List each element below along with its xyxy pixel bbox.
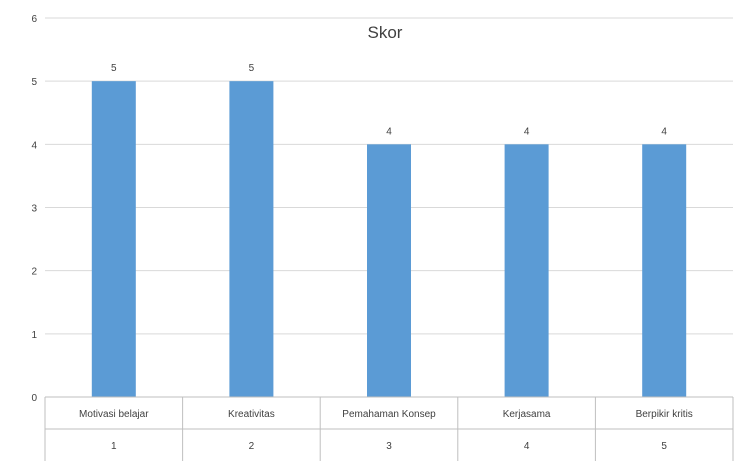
x-category-label: Kreativitas	[228, 409, 275, 420]
y-tick-label: 3	[31, 204, 37, 215]
y-tick-label: 5	[31, 77, 37, 88]
data-label: 4	[386, 126, 392, 137]
x-category-number: 4	[524, 441, 530, 452]
bars	[91, 81, 687, 398]
x-category-label: Pemahaman Konsep	[342, 409, 436, 420]
x-category-number: 2	[249, 441, 255, 452]
bar	[367, 144, 411, 397]
bar	[642, 144, 687, 397]
data-label: 5	[111, 63, 117, 74]
bar	[91, 81, 136, 398]
x-category-label: Motivasi belajar	[79, 409, 149, 420]
chart-title: Skor	[368, 23, 403, 42]
data-label: 5	[249, 63, 255, 74]
y-tick-label: 0	[31, 393, 37, 404]
data-label: 4	[661, 126, 667, 137]
bar	[504, 144, 549, 397]
x-category-number: 5	[661, 441, 667, 452]
y-axis-ticks: 0 1 2 3 4 5 6	[31, 14, 37, 404]
data-label: 4	[524, 126, 530, 137]
x-category-label: Berpikir kritis	[636, 409, 693, 420]
bar	[229, 81, 274, 398]
x-axis-table: Motivasi belajar 1 Kreativitas 2 Pemahaman K…	[44, 396, 734, 461]
y-tick-label: 4	[31, 140, 37, 151]
data-labels: 5 5 4 4 4	[111, 63, 667, 137]
x-category-number: 1	[111, 441, 117, 452]
y-tick-label: 6	[31, 14, 37, 25]
y-tick-label: 1	[31, 330, 37, 341]
y-tick-label: 2	[31, 267, 37, 278]
x-category-number: 3	[386, 441, 392, 452]
x-category-label: Kerjasama	[503, 409, 551, 420]
